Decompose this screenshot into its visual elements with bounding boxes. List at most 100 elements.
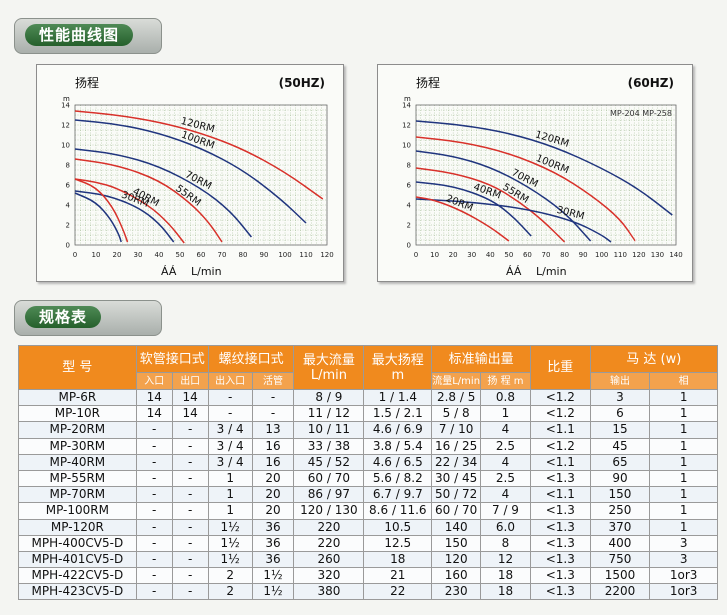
y-tick-label: 2 [66,222,70,230]
table-cell: 6.0 [480,518,531,536]
table-cell: - [171,469,209,488]
series-line-40RM [415,181,532,237]
x-axis-mark: ÁÁ [506,265,522,278]
table-cell: 1½ [207,534,253,552]
table-cell: 6 [589,405,651,423]
table-cell: - [171,583,209,601]
table-cell: 60 / 70 [293,469,365,488]
x-tick-label: 40 [155,251,164,259]
table-cell: 5.6 / 8.2 [363,469,433,488]
table-cell: <1.3 [529,518,591,536]
table-cell: 14 [135,405,173,423]
table-cell: 2.8 / 5 [431,388,482,407]
y-tick-label: 0 [407,242,411,250]
table-cell: 16 [251,453,295,471]
table-cell: 0.8 [480,388,531,407]
table-cell: 18 [480,567,531,585]
table-cell: 12.5 [363,534,433,552]
table-row: MP-70RM - -1 20 86 / 97 6.7 / 9.7 50 / 72 4 <1.1… [18,486,718,504]
table-cell: 20 [251,502,295,520]
table-cell: 1 [649,518,718,536]
table-row: MPH-401CV5-D - -1½ 36 260 18 120 12 <1.3 750 3 [18,550,718,569]
series-line-70RM [74,148,252,238]
y-tick-label: 2 [407,222,411,230]
table-cell: 220 [293,534,365,552]
table-cell: 1.5 / 2.1 [363,405,433,423]
table-cell: 36 [251,534,295,552]
table-row: MP-40RM - -3 / 4 16 45 / 52 4.6 / 6.5 22 / 34 4… [18,453,718,471]
table-cell: 14 [135,388,173,407]
table-cell: - [135,550,173,569]
y-tick-label: 14 [61,102,70,110]
table-cell: 11 / 12 [293,405,365,423]
table-cell: - [135,534,173,552]
header-hose: 软管接口式 [135,345,209,373]
table-cell: 18 [363,550,433,569]
table-cell: 3 [649,534,718,552]
model-cell: MP-55RM [18,469,137,488]
series-line-55RM [74,158,223,243]
table-cell: 10 / 11 [293,421,365,439]
series-line-unlabeled [74,192,122,243]
table-cell: 2200 [589,583,651,601]
y-tick-label: 12 [402,122,411,130]
table-cell: 45 / 52 [293,453,365,471]
series-line-100RM [415,136,636,242]
table-cell: 3 [589,388,651,407]
table-cell: - [171,437,209,455]
table-cell: - [135,567,173,585]
table-cell: 750 [589,550,651,569]
x-tick-label: 50 [176,251,185,259]
x-axis-mark: ÁÁ [161,265,177,278]
table-cell: 1 [480,405,531,423]
model-cell: MPH-422CV5-D [18,567,137,585]
table-cell: 1 [649,437,718,455]
table-cell: 5 / 8 [431,405,482,423]
table-cell: 140 [431,518,482,536]
y-tick-label: 4 [66,202,71,210]
y-axis-label: 扬程 [416,75,440,90]
table-cell: 22 [363,583,433,601]
table-cell: - [135,583,173,601]
table-cell: 370 [589,518,651,536]
spec-section-title: 规格表 [25,306,102,328]
table-cell: - [251,405,295,423]
table-cell: 50 / 72 [431,486,482,504]
table-cell: 65 [589,453,651,471]
table-row: MP-20RM - -3 / 4 13 10 / 11 4.6 / 6.9 7 / 10 4 <… [18,421,718,439]
y-tick-label: 4 [407,202,412,210]
table-cell: 1½ [207,550,253,569]
x-tick-label: 80 [560,251,569,259]
header-std-head-label: 扬 程 [487,375,511,387]
table-cell: 33 / 38 [293,437,365,455]
table-cell: - [171,453,209,471]
x-tick-label: 60 [197,251,206,259]
table-cell: 220 [293,518,365,536]
header-max-flow: 最大流量 L/min [293,345,365,390]
table-cell: - [251,388,295,407]
table-row: MP-100RM - -1 20 120 / 130 8.6 / 11.6 60 / 70 7… [18,502,718,520]
table-cell: 4.6 / 6.9 [363,421,433,439]
table-cell: 1 [649,453,718,471]
table-cell: - [135,421,173,439]
table-cell: 16 / 25 [431,437,482,455]
spec-section-banner: 规格表 [14,300,162,336]
x-tick-label: 50 [504,251,513,259]
y-tick-label: 10 [402,142,411,150]
table-cell: 3 / 4 [207,453,253,471]
header-max-head-label: 最大扬程 [371,352,424,368]
table-cell: 250 [589,502,651,520]
header-max-flow-unit: L/min [310,367,347,383]
table-cell: 320 [293,567,365,585]
x-tick-label: 40 [486,251,495,259]
table-cell: <1.2 [529,437,591,455]
series-line-120RM [74,110,324,200]
table-cell: 1 [207,469,253,488]
y-tick-label: 10 [61,142,70,150]
y-tick-label: 0 [66,242,70,250]
table-row: MP-120R - -1½ 36 220 10.5 140 6.0 <1.3 370 1 [18,518,718,536]
model-cell: MP-120R [18,518,137,536]
table-cell: 400 [589,534,651,552]
table-row: MP-30RM - -3 / 4 16 33 / 38 3.8 / 5.4 16 / 25 2… [18,437,718,455]
header-model: 型 号 [18,345,137,390]
